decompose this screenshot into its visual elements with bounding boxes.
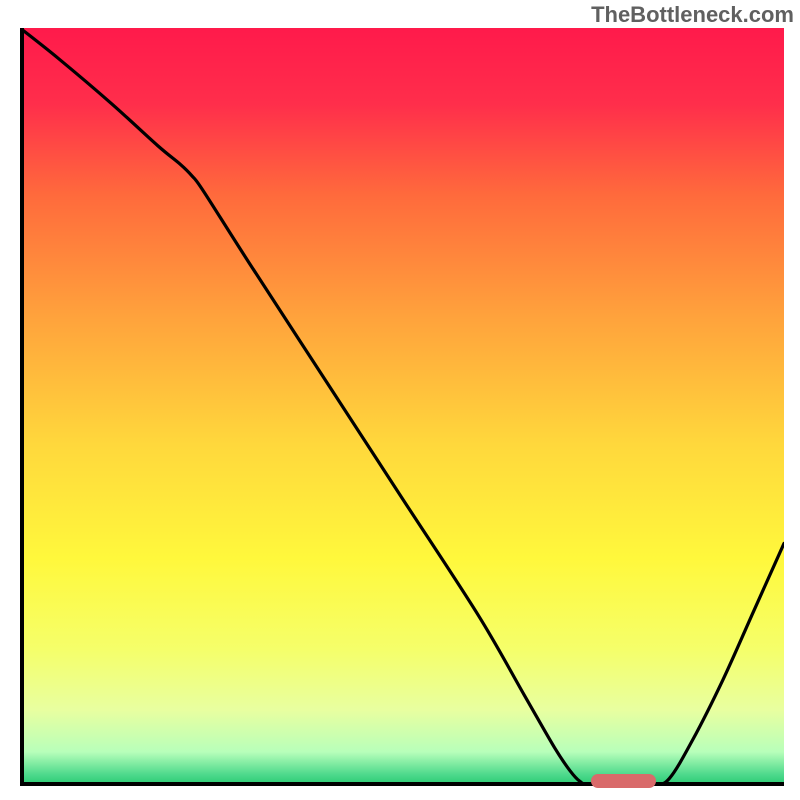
optimal-marker (591, 774, 656, 788)
chart-container: TheBottleneck.com (0, 0, 800, 800)
gradient-background (20, 28, 784, 786)
x-axis (20, 782, 784, 786)
plot-area (20, 28, 784, 786)
y-axis (20, 28, 24, 786)
watermark-text: TheBottleneck.com (591, 2, 794, 28)
